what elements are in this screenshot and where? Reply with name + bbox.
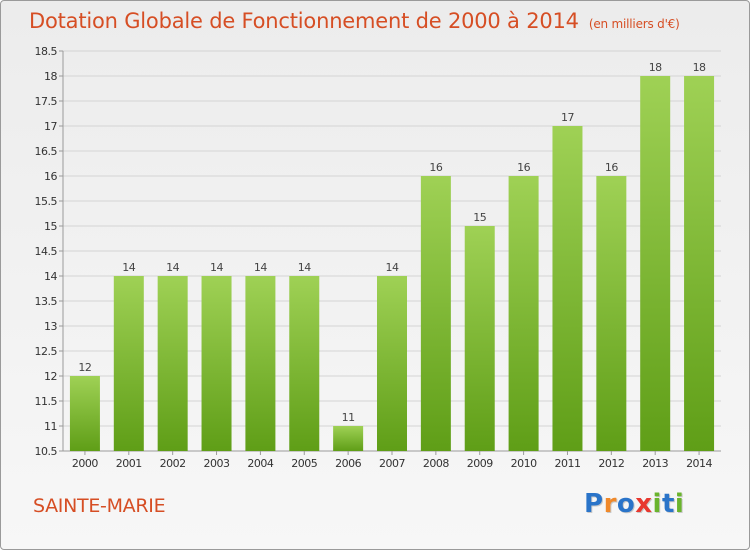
chart-title-text: Dotation Globale de Fonctionnement de 20… <box>29 9 579 33</box>
chart-title: Dotation Globale de Fonctionnement de 20… <box>29 9 680 33</box>
y-tick-label: 17.5 <box>35 95 58 108</box>
data-label: 16 <box>517 161 530 174</box>
x-tick-label: 2002 <box>160 457 186 470</box>
bar-2005 <box>289 276 320 451</box>
bars <box>69 76 715 451</box>
data-label: 14 <box>166 261 179 274</box>
bar-2013 <box>640 76 671 451</box>
data-label: 18 <box>693 61 706 74</box>
x-tick-label: 2001 <box>116 457 142 470</box>
y-tick-label: 13 <box>44 320 57 333</box>
data-label: 16 <box>605 161 618 174</box>
bar-2010 <box>508 176 539 451</box>
y-tick-label: 13.5 <box>35 295 58 308</box>
y-tick-label: 17 <box>44 120 57 133</box>
y-tick-label: 18.5 <box>35 45 58 58</box>
chart-unit-label: (en milliers d'€) <box>588 17 680 31</box>
bar-2000 <box>69 376 100 451</box>
y-tick-label: 16 <box>44 170 57 183</box>
y-tick-label: 18 <box>44 70 57 83</box>
logo-letter: P <box>584 489 604 519</box>
logo-letter: i <box>652 489 662 519</box>
logo-letter: o <box>616 489 636 519</box>
bar-2003 <box>201 276 232 451</box>
data-label: 16 <box>429 161 442 174</box>
logo-letter: t <box>661 489 675 519</box>
x-tick-label: 2014 <box>686 457 712 470</box>
x-tick-label: 2010 <box>511 457 537 470</box>
commune-name: SAINTE-MARIE <box>33 495 166 517</box>
data-labels: 12 14 14 14 14 14 11 14 16 15 16 17 16 18 18 <box>78 61 706 424</box>
data-label: 14 <box>122 261 135 274</box>
proxiti-logo[interactable]: Proxiti <box>584 489 684 519</box>
x-tick-label: 2003 <box>204 457 230 470</box>
data-label: 17 <box>561 111 574 124</box>
bar-2012 <box>596 176 627 451</box>
data-label: 11 <box>342 411 355 424</box>
bar-2007 <box>377 276 407 451</box>
y-tick-label: 12 <box>44 370 57 383</box>
x-tick-label: 2005 <box>291 457 317 470</box>
data-label: 14 <box>210 261 223 274</box>
data-label: 14 <box>386 261 399 274</box>
x-tick-label: 2004 <box>247 457 273 470</box>
y-tick-label: 12.5 <box>35 345 58 358</box>
bar-2009 <box>464 226 495 451</box>
bar-2014 <box>684 76 715 451</box>
logo-letter: r <box>603 489 617 519</box>
data-label: 14 <box>254 261 267 274</box>
y-tick-label: 15 <box>44 220 57 233</box>
bar-2008 <box>420 176 451 451</box>
data-label: 12 <box>78 361 91 374</box>
bar-2001 <box>113 276 144 451</box>
bar-2002 <box>157 276 188 451</box>
logo-letter: i <box>674 489 685 519</box>
y-tick-label: 14.5 <box>35 245 58 258</box>
x-tick-label: 2013 <box>642 457 668 470</box>
x-tick-label: 2009 <box>467 457 493 470</box>
y-tick-label: 15.5 <box>35 195 58 208</box>
bar-2011 <box>552 126 583 451</box>
bar-2004 <box>245 276 276 451</box>
data-label: 14 <box>298 261 311 274</box>
bar-2006 <box>333 426 364 451</box>
x-tick-label: 2008 <box>423 457 449 470</box>
y-tick-label: 11.5 <box>35 395 58 408</box>
logo-letter: x <box>635 489 653 519</box>
y-tick-label: 10.5 <box>35 445 58 458</box>
y-tick-label: 16.5 <box>35 145 58 158</box>
x-tick-label: 2011 <box>554 457 580 470</box>
data-label: 18 <box>649 61 662 74</box>
x-tick-label: 2000 <box>72 457 98 470</box>
y-tick-label: 14 <box>44 270 57 283</box>
x-tick-label: 2012 <box>598 457 624 470</box>
data-label: 15 <box>473 211 486 224</box>
x-tick-label: 2007 <box>379 457 405 470</box>
y-tick-label: 11 <box>44 420 57 433</box>
x-tick-label: 2006 <box>335 457 361 470</box>
